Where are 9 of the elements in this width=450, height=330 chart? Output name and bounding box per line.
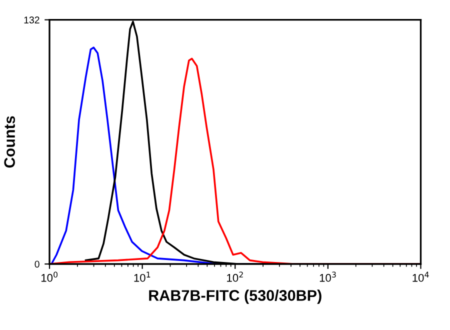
y-tick-label: 132 <box>24 16 40 24</box>
y-axis-title: Counts <box>4 116 15 168</box>
x-tick-label: 10$^{2}$ <box>227 272 243 282</box>
x-tick-label: 10$^{3}$ <box>320 272 336 282</box>
x-tick-label: 10$^{0}$ <box>41 272 58 282</box>
x-tick-label: 10$^{4}$ <box>412 272 429 282</box>
x-tick-label: 10$^{1}$ <box>134 272 150 282</box>
x-axis-title: RAB7B-FITC (530/30BP) <box>149 290 322 304</box>
y-tick-label: 0 <box>34 260 40 268</box>
